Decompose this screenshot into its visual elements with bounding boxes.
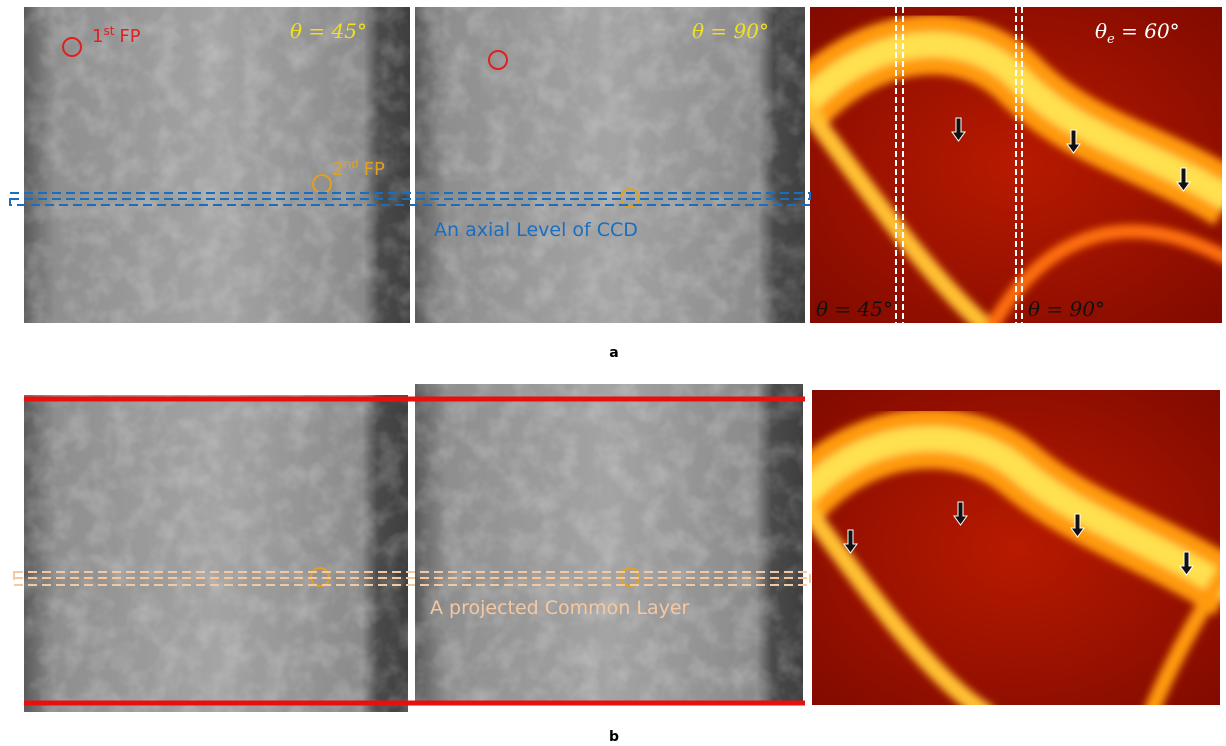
xray-image [415,384,803,705]
angle-label: θ = 45° [290,19,367,43]
panel-label: a [609,345,618,361]
sinogram [800,7,1226,330]
window-label: θ = 90° [1028,297,1105,321]
panel-label: b [609,729,619,745]
window-label: θ = 45° [816,297,893,321]
xray-image [24,395,408,712]
angle-label: θ = 90° [692,19,769,43]
sinogram [800,390,1226,715]
level-label: An axial Level of CCD [434,219,638,241]
xray-image [415,7,805,323]
layer-label: A projected Common Layer [430,597,690,619]
figure: 1stFP 2ndFP θ = 45° θ = 90° θe = 60° θ =… [0,0,1226,746]
